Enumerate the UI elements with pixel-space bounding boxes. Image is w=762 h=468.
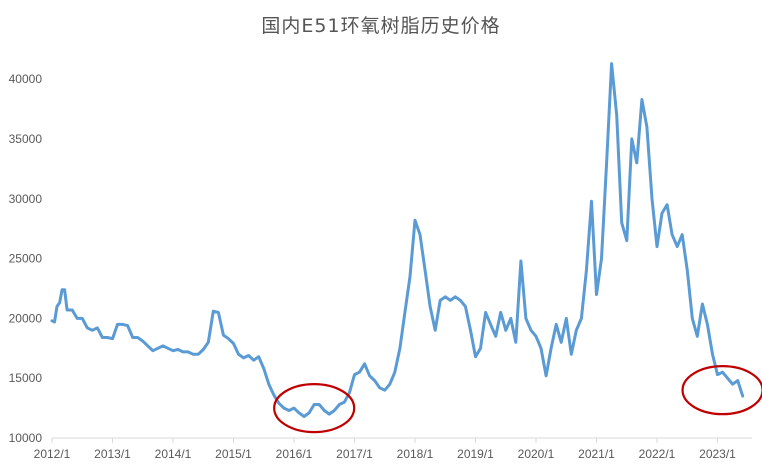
y-tick-label: 20000	[9, 311, 43, 325]
x-tick-label: 2016/1	[276, 447, 313, 461]
x-tick-label: 2019/1	[457, 447, 494, 461]
x-tick-label: 2014/1	[155, 447, 192, 461]
x-tick-label: 2021/1	[578, 447, 615, 461]
highlight-circle	[681, 365, 762, 416]
y-tick-label: 30000	[9, 192, 43, 206]
highlight-annotations	[273, 365, 762, 434]
x-axis: 2012/1 2013/1 2014/1 2015/1 2016/1 2017/1 2018…	[34, 438, 736, 461]
x-tick-label: 2022/1	[639, 447, 676, 461]
x-tick-label: 2012/1	[34, 447, 71, 461]
x-tick-label: 2020/1	[518, 447, 555, 461]
x-tick-label: 2015/1	[215, 447, 252, 461]
highlight-circle	[273, 382, 356, 434]
series-line	[50, 62, 745, 418]
y-tick-label: 35000	[9, 132, 43, 146]
x-tick-label: 2013/1	[94, 447, 131, 461]
x-tick-label: 2017/1	[336, 447, 373, 461]
y-tick-label: 15000	[9, 371, 43, 385]
x-tick-label: 2018/1	[397, 447, 434, 461]
y-tick-label: 10000	[9, 431, 43, 445]
y-tick-label: 25000	[9, 252, 43, 266]
y-axis: 10000 15000 20000 25000 30000 35000 40000	[9, 72, 43, 445]
y-tick-label: 40000	[9, 72, 43, 86]
chart-title: 国内E51环氧树脂历史价格	[261, 15, 500, 37]
x-tick-label: 2023/1	[699, 447, 736, 461]
